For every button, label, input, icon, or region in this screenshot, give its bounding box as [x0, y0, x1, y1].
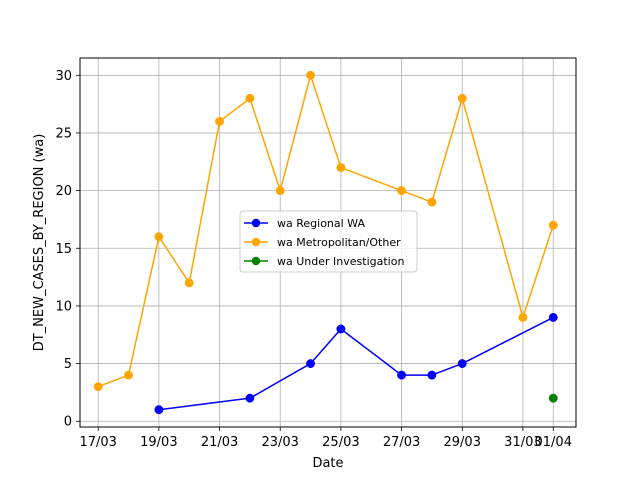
data-point [397, 186, 407, 196]
data-point [124, 370, 133, 380]
y-tick-label: 5 [64, 357, 72, 372]
data-point [154, 405, 164, 415]
y-tick-label: 0 [64, 415, 72, 430]
x-tick-label: 27/03 [383, 435, 420, 450]
y-tick-label: 10 [55, 299, 72, 314]
x-tick-label: 31/03 [504, 435, 541, 450]
y-tick-label: 15 [55, 242, 72, 257]
data-point [306, 70, 316, 80]
x-tick-label: 29/03 [444, 435, 481, 450]
series-group [93, 70, 558, 415]
series-2 [93, 70, 558, 392]
data-point [548, 393, 558, 403]
data-point [457, 93, 467, 103]
data-point [306, 359, 316, 369]
x-tick-label: 17/03 [79, 435, 116, 450]
data-point [518, 313, 528, 322]
y-tick-label: 30 [55, 69, 72, 84]
data-point [336, 163, 346, 172]
data-point [336, 324, 346, 334]
data-point [397, 370, 407, 380]
data-point [548, 220, 558, 230]
y-tick-label: 25 [55, 126, 72, 141]
x-tick-label: 01/04 [535, 435, 572, 450]
x-axis-title: Date [312, 456, 343, 471]
legend-label: wa Regional WA [277, 217, 365, 230]
legend-box [239, 210, 418, 273]
axis-ticks: 17/03 19/03 21/03 23/03 25/03 27/03 29/03 31/03… [55, 69, 572, 450]
y-tick-label: 20 [55, 184, 72, 199]
data-point [154, 232, 164, 242]
data-point [427, 197, 437, 207]
legend-label: wa Under Investigation [277, 255, 404, 268]
data-point [184, 278, 194, 288]
legend-marker [251, 237, 261, 247]
plot-frame [79, 57, 577, 428]
series-line [158, 316, 554, 411]
legend: wa Regional WA wa Metropolitan/Other wa Un… [239, 210, 418, 273]
legend-label: wa Metropolitan/Other [277, 236, 401, 249]
series-1 [154, 313, 558, 415]
series-line [97, 74, 554, 388]
x-tick-label: 23/03 [261, 435, 298, 450]
legend-marker [251, 218, 261, 228]
data-point [427, 370, 437, 380]
series-3 [548, 393, 558, 403]
data-point [93, 382, 103, 392]
data-point [275, 186, 285, 196]
data-point [457, 359, 467, 369]
y-axis-title: DT_NEW_CASES_BY_REGION (wa) [32, 134, 47, 352]
x-tick-label: 19/03 [140, 435, 177, 450]
data-point [245, 393, 255, 403]
data-point [215, 116, 224, 126]
x-tick-label: 21/03 [201, 435, 238, 450]
data-point [245, 93, 255, 103]
x-tick-label: 25/03 [322, 435, 359, 450]
legend-marker [251, 256, 261, 266]
data-point [548, 313, 558, 322]
